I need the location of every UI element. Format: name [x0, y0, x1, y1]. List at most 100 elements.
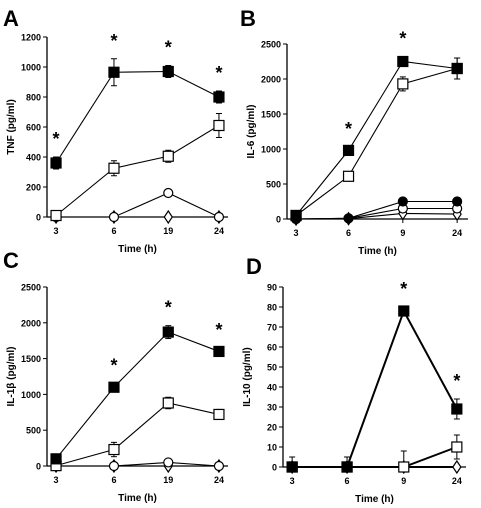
data-point	[452, 459, 462, 475]
series-line	[292, 308, 458, 468]
y-tick-label: 20	[267, 423, 277, 433]
y-tick-label: 30	[267, 403, 277, 413]
y-tick-label: 500	[26, 426, 41, 436]
data-point	[162, 397, 174, 409]
y-tick-label: 0	[36, 213, 41, 223]
data-point	[108, 443, 120, 456]
y-tick-label: 60	[267, 343, 277, 353]
data-point	[162, 326, 174, 338]
significance-marker: *	[215, 63, 222, 83]
panel-letter: B	[240, 6, 256, 31]
x-tick-label: 9	[400, 228, 405, 238]
data-point	[213, 119, 225, 132]
series-filled-square	[50, 325, 225, 465]
y-tick-label: 0	[272, 463, 277, 473]
significance-marker: *	[53, 129, 60, 149]
x-tick-label: 3	[290, 476, 295, 486]
significance-marker: *	[165, 38, 172, 58]
y-tick-label: 1000	[21, 63, 41, 73]
y-tick-label: 0	[276, 215, 281, 225]
y-tick-label: 1000	[21, 390, 41, 400]
y-tick-label: 2500	[261, 40, 281, 50]
series-line	[296, 200, 458, 220]
data-point	[451, 441, 463, 453]
significance-marker: *	[400, 279, 407, 299]
data-point	[397, 78, 409, 90]
significance-marker: *	[345, 119, 352, 139]
x-tick-label: 6	[345, 476, 350, 486]
series-filled-square	[290, 55, 463, 222]
series-open-square	[290, 57, 463, 222]
significance-marker: *	[165, 298, 172, 318]
panel-b: B 0 500 1000 1500 2000 2500 3 6 9 24 Time (h) IL-6 (…	[240, 6, 468, 257]
panel-d: D 0 10 20 30 40 50 60 70 80 90 3 6 9 24 Time (h) IL-10 (…	[242, 254, 466, 505]
series-filled-circle	[290, 196, 463, 225]
x-tick-label: 6	[111, 226, 116, 236]
series-line	[55, 70, 220, 164]
y-tick-label: 10	[267, 443, 277, 453]
y-tick-label: 50	[267, 363, 277, 373]
data-point	[451, 403, 463, 415]
y-tick-label: 600	[26, 123, 41, 133]
data-point	[342, 144, 355, 156]
data-point	[163, 457, 174, 468]
series-line	[55, 331, 220, 460]
y-axis-label: TNF (pg/ml)	[6, 99, 17, 155]
y-tick-label: 2000	[21, 318, 41, 328]
significance-marker: *	[453, 371, 460, 391]
x-axis-label: Time (h)	[358, 246, 397, 257]
data-point	[341, 461, 353, 473]
significance-marker: *	[399, 29, 406, 49]
y-tick-label: 200	[26, 183, 41, 193]
series-filled-square	[50, 58, 225, 170]
significance-marker: *	[110, 356, 117, 376]
series-line	[56, 192, 220, 218]
x-tick-label: 6	[346, 228, 351, 238]
data-point	[213, 460, 225, 472]
y-tick-label: 90	[267, 283, 277, 293]
panel-letter: C	[3, 248, 19, 273]
y-tick-label: 2500	[21, 283, 41, 293]
x-tick-label: 24	[214, 475, 224, 485]
x-axis-label: Time (h)	[118, 244, 157, 255]
series-line	[55, 125, 220, 216]
x-axis-label: Time (h)	[355, 494, 394, 505]
x-axis-label: Time (h)	[118, 493, 157, 504]
y-tick-label: 2000	[261, 75, 281, 85]
data-point	[162, 150, 174, 162]
x-tick-label: 24	[214, 226, 224, 236]
data-point	[342, 170, 355, 182]
y-tick-label: 40	[267, 383, 277, 393]
x-tick-label: 3	[294, 228, 299, 238]
data-point	[108, 162, 120, 174]
panel-a: A 0 200 400 600 800 1000 1200 3 6 19 24 Time (h) TNF …	[3, 6, 228, 255]
data-point	[50, 157, 62, 169]
series-open-square	[50, 396, 225, 472]
significance-marker: *	[215, 320, 222, 340]
panel-c: C 0 500 1000 1500 2000 2500 3 6 19 24 Time (h) IL-1β…	[3, 248, 228, 504]
series-line	[56, 461, 219, 467]
y-axis-label: IL-10 (pg/ml)	[242, 347, 253, 406]
series-filled-square	[286, 305, 463, 473]
data-point	[398, 461, 410, 473]
x-tick-label: 24	[452, 476, 462, 486]
data-point	[398, 305, 410, 317]
data-point	[163, 209, 173, 225]
data-point	[108, 460, 120, 472]
x-tick-label: 24	[452, 228, 462, 238]
y-tick-label: 1500	[261, 110, 281, 120]
data-point	[451, 62, 463, 75]
data-point	[397, 196, 408, 207]
x-tick-label: 3	[54, 475, 59, 485]
x-tick-label: 6	[111, 475, 116, 485]
y-tick-label: 400	[26, 153, 41, 163]
panel-letter: D	[246, 254, 262, 279]
x-tick-label: 19	[163, 226, 173, 236]
x-tick-label: 19	[163, 475, 173, 485]
y-tick-label: 500	[266, 180, 281, 190]
series-line	[55, 402, 220, 467]
data-point	[213, 345, 225, 358]
data-point	[108, 66, 120, 78]
data-point	[108, 381, 120, 393]
